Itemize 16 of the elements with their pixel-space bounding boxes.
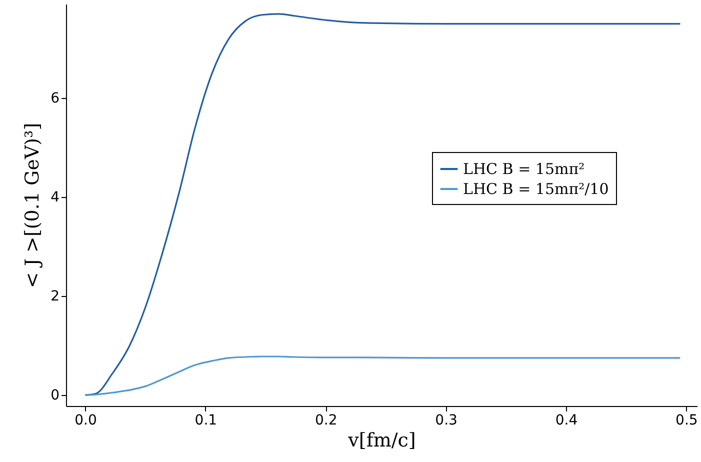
x-axis-title: v[fm/c] xyxy=(347,430,416,452)
x-tick-label: 0.2 xyxy=(314,412,338,428)
y-tick-label: 2 xyxy=(50,288,60,305)
y-axis-title: < J >[(0.1 GeV)³] xyxy=(22,122,44,288)
x-tick-label: 0.3 xyxy=(435,412,458,428)
line-series xyxy=(84,13,681,396)
y-tick-label: 0 xyxy=(50,388,60,404)
x-tick-label: 0.5 xyxy=(676,412,698,428)
x-tick-label: 0.1 xyxy=(194,412,218,428)
x-tick-label: 0.0 xyxy=(74,412,97,428)
y-tick-label: 6 xyxy=(50,90,60,107)
x-tick-label: 0.4 xyxy=(555,412,578,428)
legend-label: LHC B = 15mπ²/10 xyxy=(463,180,609,198)
line-series xyxy=(84,356,681,396)
legend-label: LHC B = 15mπ² xyxy=(463,160,585,178)
y-tick-label: 4 xyxy=(50,190,60,206)
